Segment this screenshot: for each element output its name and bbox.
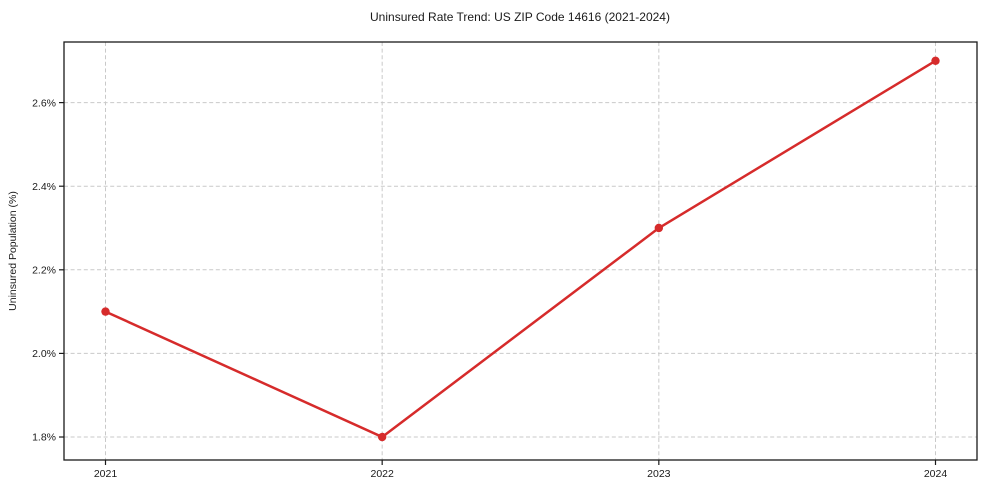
y-tick-label: 2.6% <box>32 97 56 109</box>
data-point-marker <box>654 223 664 233</box>
x-tick-label: 2021 <box>94 468 118 480</box>
x-tick-label: 2024 <box>924 468 948 480</box>
y-tick-label: 2.4% <box>32 181 56 193</box>
trend-line <box>104 59 937 439</box>
axis-ticks <box>59 102 937 465</box>
x-tick-label: 2023 <box>647 468 671 480</box>
x-tick-label: 2022 <box>370 468 394 480</box>
gridlines <box>64 42 977 460</box>
plot-border <box>63 41 978 461</box>
data-point-marker <box>101 307 110 316</box>
series-uninsured-rate <box>101 56 940 442</box>
y-tick-label: 1.8% <box>32 432 56 444</box>
tick-labels: 2021 2022 2023 2024 1.8% 2.0% 2.2% 2.4% 2.6% <box>32 97 947 480</box>
data-point-marker <box>931 56 940 66</box>
y-axis-label: Uninsured Population (%) <box>7 191 19 311</box>
data-point-marker <box>377 432 387 442</box>
y-tick-label: 2.0% <box>32 348 56 360</box>
chart-title: Uninsured Rate Trend: US ZIP Code 14616 … <box>370 10 670 24</box>
y-tick-label: 2.2% <box>32 264 56 276</box>
